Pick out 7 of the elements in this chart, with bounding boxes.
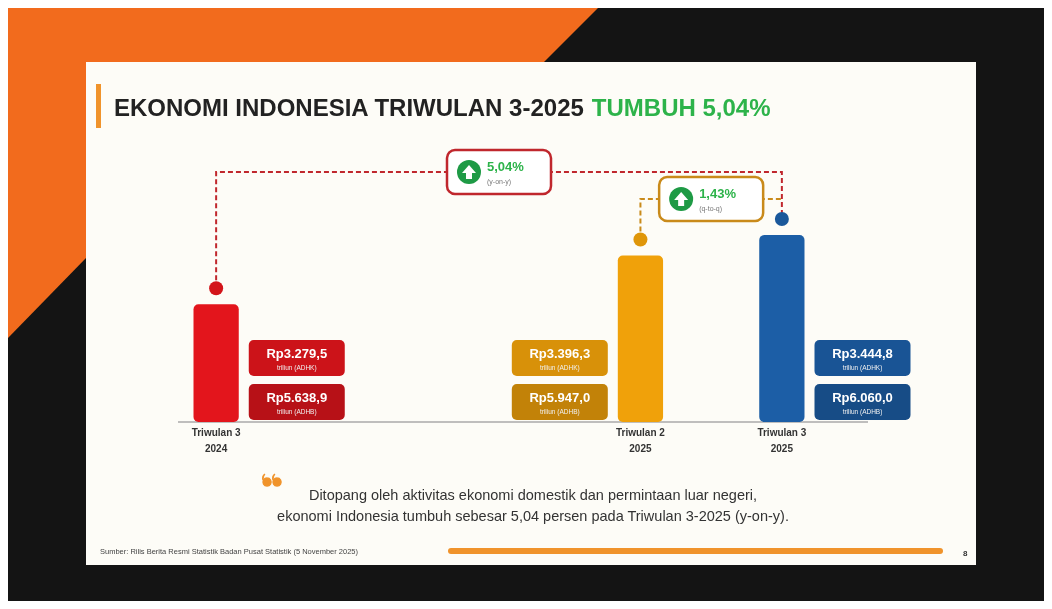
chart-title: EKONOMI INDONESIA TRIWULAN 3-2025 bbox=[114, 94, 584, 121]
chart-subtitle: TUMBUH 5,04% bbox=[591, 94, 771, 121]
text: Ditopang oleh aktivitas ekonomi domestik dan permintaan luar negeri, ekonomi Indonesia tumbuh sebesar 5,04 persen pada Triwulan 3-2025 (y-on-y). bbox=[277, 487, 789, 524]
text: 8 bbox=[963, 549, 968, 558]
x-tick-label: Triwulan 3 2024 bbox=[191, 427, 242, 454]
x-tick-label: Triwulan 2 2025 bbox=[615, 427, 666, 454]
x-tick-label: Triwulan 3 2025 bbox=[757, 427, 807, 454]
